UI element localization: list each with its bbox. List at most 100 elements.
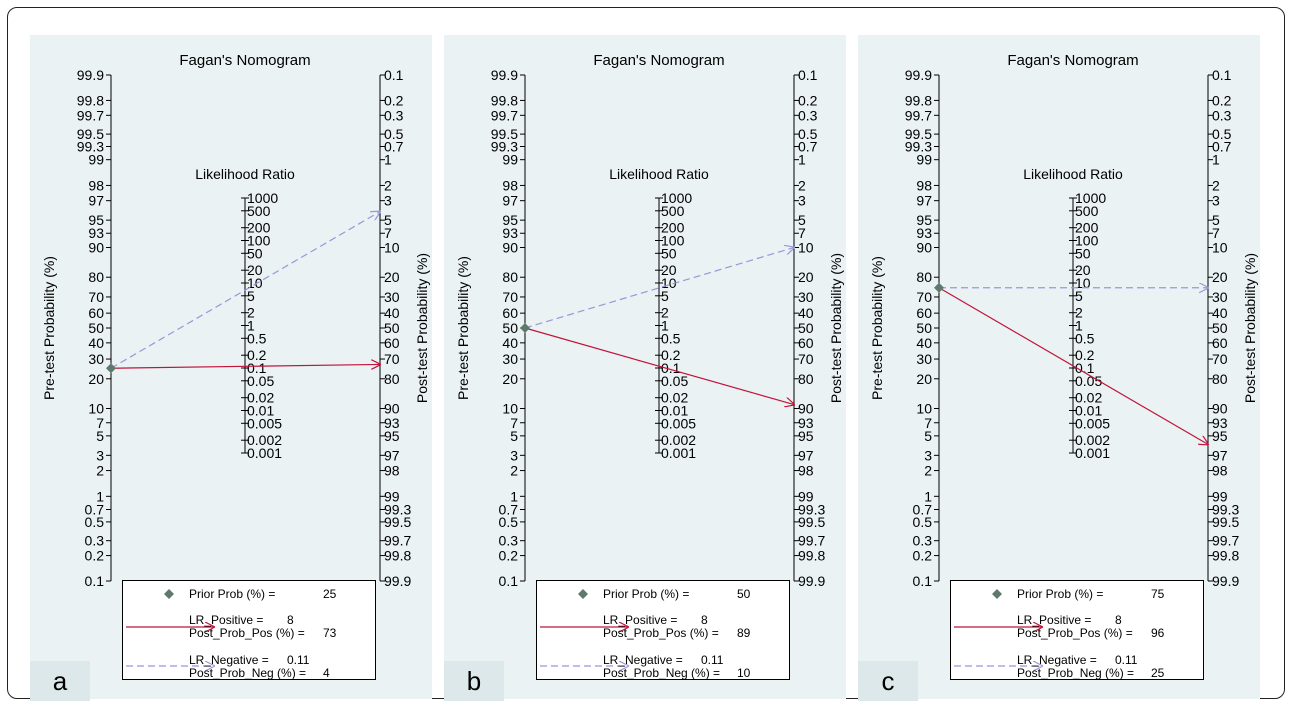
pretest-tick-label: 90 <box>88 240 104 256</box>
posttest-tick-label: 3 <box>1212 193 1220 209</box>
legend-prior-value: 50 <box>737 587 751 601</box>
panel-label-a: a <box>30 661 90 701</box>
pretest-tick-label: 95 <box>916 212 932 228</box>
lr-tick-label: 2 <box>661 305 669 321</box>
posttest-tick-label: 1 <box>384 152 392 168</box>
posttest-tick-label: 99.7 <box>384 533 411 549</box>
lr-tick-label: 0.02 <box>247 390 274 406</box>
posttest-tick-label: 0.2 <box>798 92 818 108</box>
legend-post-prob-pos-label: Post_Prob_Pos (%) = <box>1017 626 1133 640</box>
lr-tick-label: 0.005 <box>1075 415 1110 431</box>
pretest-tick-label: 3 <box>96 447 104 463</box>
pretest-tick-label: 90 <box>916 240 932 256</box>
nomogram-panel-a: Fagan's Nomogram 0.1 0.2 0.3 0.5 0.7 1 2 3 5 7 10 20… <box>30 35 432 701</box>
posttest-tick-label: 2 <box>798 177 806 193</box>
pretest-tick-label: 93 <box>502 225 518 241</box>
legend-lr-negative-label: LR_Negative = <box>189 653 269 667</box>
pretest-tick-label: 0.5 <box>499 514 519 530</box>
lr-tick-label: 0.005 <box>247 415 282 431</box>
pretest-tick-label: 93 <box>916 225 932 241</box>
pretest-tick-label: 99.9 <box>77 67 104 83</box>
lr-tick-label: 0.5 <box>1075 330 1095 346</box>
pretest-tick-label: 60 <box>502 305 518 321</box>
nomogram-chart-c: Fagan's Nomogram0.10.20.30.50.7123571020… <box>869 52 1258 680</box>
legend-lr-positive-value: 8 <box>701 613 708 627</box>
pretest-tick-label: 99.8 <box>905 92 932 108</box>
legend-prior-label: Prior Prob (%) = <box>603 587 690 601</box>
nomogram-panel-b: Fagan's Nomogram 0.1 0.2 0.3 0.5 0.7 1 2 3 5 7 10 20… <box>444 35 846 701</box>
lr-tick-label: 200 <box>247 220 271 236</box>
lr-tick-label: 5 <box>1075 288 1083 304</box>
legend-post-prob-neg-label: Post_Prob_Neg (%) = <box>1017 666 1135 680</box>
posttest-tick-label: 0.5 <box>1212 126 1232 142</box>
posttest-tick-label: 30 <box>384 289 400 305</box>
posttest-tick-label: 99.5 <box>1212 514 1239 530</box>
pretest-tick-label: 30 <box>88 351 104 367</box>
posttest-tick-label: 20 <box>1212 269 1228 285</box>
posttest-tick-label: 40 <box>1212 305 1228 321</box>
figure-frame: Fagan's Nomogram 0.1 0.2 0.3 0.5 0.7 1 2 3 5 7 10 20… <box>7 7 1285 701</box>
posttest-tick-label: 70 <box>798 351 814 367</box>
pretest-tick-label: 99.5 <box>491 126 518 142</box>
pretest-tick-label: 10 <box>88 400 104 416</box>
pretest-tick-label: 30 <box>916 351 932 367</box>
positive-lr-line <box>110 364 380 368</box>
posttest-tick-label: 97 <box>1212 447 1228 463</box>
posttest-tick-label: 98 <box>384 463 400 479</box>
legend-post-prob-pos-value: 73 <box>323 626 337 640</box>
posttest-tick-label: 99.7 <box>798 533 825 549</box>
pretest-tick-label: 0.5 <box>913 514 933 530</box>
pretest-tick-label: 98 <box>502 177 518 193</box>
pretest-tick-label: 99 <box>88 152 104 168</box>
posttest-tick-label: 0.3 <box>1212 107 1232 123</box>
posttest-tick-label: 2 <box>1212 177 1220 193</box>
pretest-tick-label: 99.9 <box>491 67 518 83</box>
posttest-tick-label: 0.7 <box>1212 139 1232 155</box>
nomogram-chart-b: Fagan's Nomogram0.10.20.30.50.7123571020… <box>455 52 844 680</box>
posttest-axis-title: Post-test Probability (%) <box>828 253 844 403</box>
legend-c: Prior Prob (%) = 75 LR_Positive = 8 Post… <box>950 580 1204 680</box>
pretest-tick-label: 95 <box>502 212 518 228</box>
pretest-tick-label: 3 <box>510 447 518 463</box>
pretest-tick-label: 60 <box>916 305 932 321</box>
legend-prior-value: 75 <box>1151 587 1165 601</box>
lr-tick-label: 50 <box>661 245 677 261</box>
lr-tick-label: 10 <box>661 275 677 291</box>
posttest-tick-label: 3 <box>384 193 392 209</box>
legend-prior-marker <box>578 589 588 599</box>
legend-lr-negative-label: LR_Negative = <box>1017 653 1097 667</box>
legend-lr-negative-value: 0.11 <box>1115 653 1138 667</box>
legend-background <box>122 580 376 680</box>
pretest-tick-label: 99.7 <box>491 107 518 123</box>
posttest-tick-label: 5 <box>798 212 806 228</box>
pretest-tick-label: 80 <box>88 269 104 285</box>
lr-tick-label: 500 <box>661 203 685 219</box>
pretest-tick-label: 0.2 <box>499 548 519 564</box>
nomogram-chart-a: Fagan's Nomogram0.10.20.30.50.7123571020… <box>41 52 430 680</box>
legend-post-prob-neg-value: 4 <box>323 666 330 680</box>
posttest-tick-label: 99 <box>384 488 400 504</box>
posttest-tick-label: 30 <box>1212 289 1228 305</box>
pretest-tick-label: 10 <box>502 400 518 416</box>
posttest-tick-label: 0.3 <box>798 107 818 123</box>
posttest-tick-label: 10 <box>798 240 814 256</box>
legend-lr-negative-value: 0.11 <box>701 653 724 667</box>
posttest-tick-label: 10 <box>1212 240 1228 256</box>
legend-b: Prior Prob (%) = 50 LR_Positive = 8 Post… <box>536 580 790 680</box>
pretest-tick-label: 0.3 <box>499 533 519 549</box>
legend-prior-label: Prior Prob (%) = <box>1017 587 1104 601</box>
posttest-tick-label: 99.9 <box>1212 573 1239 589</box>
legend-lr-positive-value: 8 <box>1115 613 1122 627</box>
prior-probability-marker <box>934 282 944 293</box>
lr-tick-label: 0.001 <box>1075 445 1110 461</box>
posttest-axis-title: Post-test Probability (%) <box>1242 253 1258 403</box>
posttest-tick-label: 60 <box>1212 335 1228 351</box>
legend-a: Prior Prob (%) = 25 LR_Positive = 8 Post… <box>122 580 376 680</box>
legend-post-prob-neg-value: 25 <box>1151 666 1165 680</box>
pretest-tick-label: 7 <box>96 415 104 431</box>
negative-lr-line <box>524 248 794 329</box>
posttest-tick-label: 97 <box>384 447 400 463</box>
posttest-tick-label: 0.1 <box>798 67 818 83</box>
posttest-axis-title: Post-test Probability (%) <box>414 253 430 403</box>
posttest-tick-label: 0.1 <box>384 67 404 83</box>
